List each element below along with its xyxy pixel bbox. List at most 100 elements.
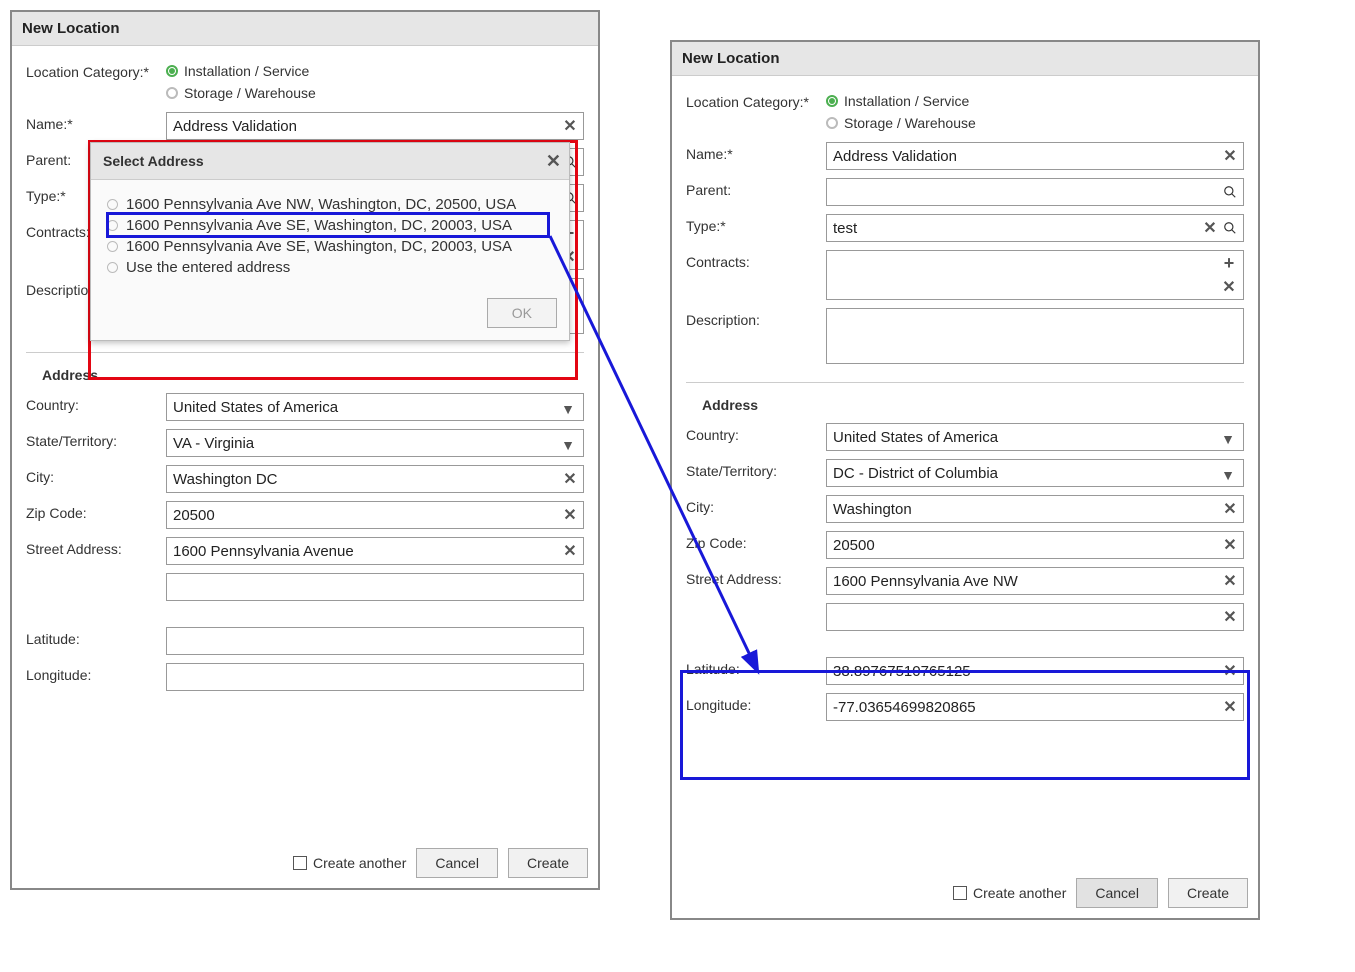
label-lat: Latitude: [686, 657, 826, 677]
clear-icon[interactable]: ✕ [1220, 535, 1240, 555]
ok-button[interactable]: OK [487, 298, 557, 328]
street2-input[interactable] [826, 603, 1244, 631]
clear-icon[interactable]: ✕ [1220, 697, 1240, 717]
label-empty [686, 603, 826, 607]
checkbox-icon [293, 856, 307, 870]
select-address-modal: Select Address ✕ 1600 Pennsylvania Ave N… [90, 142, 570, 341]
zip-input[interactable] [166, 501, 584, 529]
label-type: Type:* [686, 214, 826, 234]
label-lon: Longitude: [686, 693, 826, 713]
address-option-1[interactable]: 1600 Pennsylvania Ave SE, Washington, DC… [107, 215, 553, 236]
create-another-label: Create another [313, 855, 406, 871]
type-input[interactable] [826, 214, 1244, 242]
radio-dot-selected-icon [166, 65, 178, 77]
address-option-2[interactable]: 1600 Pennsylvania Ave SE, Washington, DC… [107, 236, 553, 257]
modal-title-text: Select Address [103, 153, 204, 169]
address-section-title: Address [702, 397, 1244, 413]
country-select[interactable] [166, 393, 584, 421]
label-contracts: Contracts: [686, 250, 826, 270]
city-input[interactable] [826, 495, 1244, 523]
name-input[interactable] [166, 112, 584, 140]
label-category: Location Category:* [686, 90, 826, 110]
clear-icon[interactable]: ✕ [560, 505, 580, 525]
radio-installation[interactable]: Installation / Service [826, 90, 1244, 112]
label-empty [26, 573, 166, 577]
clear-icon[interactable]: ✕ [1220, 607, 1240, 627]
label-lat: Latitude: [26, 627, 166, 647]
divider [686, 382, 1244, 383]
create-button[interactable]: Create [508, 848, 588, 878]
label-description: Description: [686, 308, 826, 328]
radio-dot-selected-icon [826, 95, 838, 107]
plus-icon[interactable]: + [1219, 253, 1239, 273]
parent-input[interactable] [826, 178, 1244, 206]
label-parent: Parent: [686, 178, 826, 198]
clear-icon[interactable]: ✕ [560, 116, 580, 136]
label-name: Name:* [26, 112, 166, 132]
radio-dot-icon [107, 262, 118, 273]
radio-installation[interactable]: Installation / Service [166, 60, 584, 82]
close-icon[interactable]: ✕ [546, 151, 561, 172]
label-street: Street Address: [686, 567, 826, 587]
lat-input[interactable] [826, 657, 1244, 685]
lon-input[interactable] [826, 693, 1244, 721]
option-text: 1600 Pennsylvania Ave SE, Washington, DC… [126, 238, 512, 255]
search-icon[interactable] [1220, 218, 1240, 238]
clear-icon[interactable]: ✕ [1200, 218, 1220, 238]
clear-icon[interactable]: ✕ [560, 469, 580, 489]
address-section-title: Address [42, 367, 584, 383]
left-footer: Create another Cancel Create [293, 848, 588, 878]
lon-input[interactable] [166, 663, 584, 691]
label-country: Country: [26, 393, 166, 413]
chevron-down-icon[interactable]: ▼ [558, 435, 578, 455]
clear-icon[interactable]: ✕ [1220, 571, 1240, 591]
radio-storage[interactable]: Storage / Warehouse [826, 112, 1244, 134]
chevron-down-icon[interactable]: ▼ [558, 399, 578, 419]
create-button[interactable]: Create [1168, 878, 1248, 908]
radio-dot-icon [107, 220, 118, 231]
state-select[interactable] [826, 459, 1244, 487]
create-another-checkbox[interactable]: Create another [953, 885, 1066, 901]
modal-title: Select Address ✕ [91, 143, 569, 180]
create-another-checkbox[interactable]: Create another [293, 855, 406, 871]
divider [26, 352, 584, 353]
cancel-button[interactable]: Cancel [416, 848, 498, 878]
two-panel-layout: New Location Location Category:* Install… [10, 10, 1345, 920]
street1-input[interactable] [166, 537, 584, 565]
address-option-0[interactable]: 1600 Pennsylvania Ave NW, Washington, DC… [107, 194, 553, 215]
country-select[interactable] [826, 423, 1244, 451]
clear-icon[interactable]: ✕ [560, 541, 580, 561]
label-lon: Longitude: [26, 663, 166, 683]
label-zip: Zip Code: [26, 501, 166, 521]
label-city: City: [686, 495, 826, 515]
state-select[interactable] [166, 429, 584, 457]
clear-icon[interactable]: ✕ [1220, 661, 1240, 681]
name-input[interactable] [826, 142, 1244, 170]
lat-input[interactable] [166, 627, 584, 655]
option-text: 1600 Pennsylvania Ave SE, Washington, DC… [126, 217, 512, 234]
cancel-button[interactable]: Cancel [1076, 878, 1158, 908]
zip-input[interactable] [826, 531, 1244, 559]
clear-icon[interactable]: ✕ [1219, 277, 1239, 297]
chevron-down-icon[interactable]: ▼ [1218, 465, 1238, 485]
checkbox-icon [953, 886, 967, 900]
chevron-down-icon[interactable]: ▼ [1218, 429, 1238, 449]
label-zip: Zip Code: [686, 531, 826, 551]
option-text: 1600 Pennsylvania Ave NW, Washington, DC… [126, 196, 516, 213]
create-another-label: Create another [973, 885, 1066, 901]
label-name: Name:* [686, 142, 826, 162]
clear-icon[interactable]: ✕ [1220, 499, 1240, 519]
address-option-3[interactable]: Use the entered address [107, 257, 553, 278]
description-input[interactable] [826, 308, 1244, 364]
street2-input[interactable] [166, 573, 584, 601]
radio-label: Installation / Service [184, 60, 309, 82]
street1-input[interactable] [826, 567, 1244, 595]
label-state: State/Territory: [686, 459, 826, 479]
city-input[interactable] [166, 465, 584, 493]
radio-storage[interactable]: Storage / Warehouse [166, 82, 584, 104]
clear-icon[interactable]: ✕ [1220, 146, 1240, 166]
modal-footer: OK [91, 288, 569, 340]
contracts-box[interactable]: + ✕ [826, 250, 1244, 300]
search-icon[interactable] [1220, 182, 1240, 202]
radio-dot-icon [107, 241, 118, 252]
